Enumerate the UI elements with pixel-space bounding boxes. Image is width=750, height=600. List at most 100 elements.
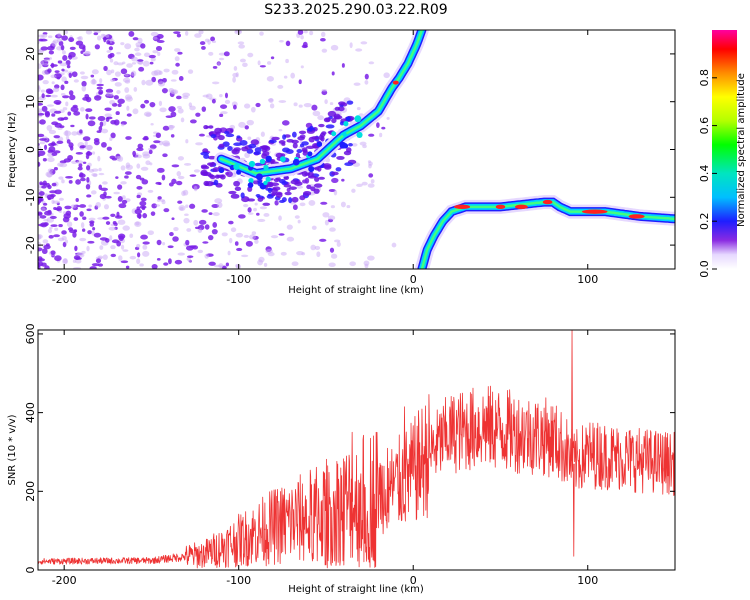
spectrogram-noise-point	[296, 185, 304, 189]
spectrogram-noise-point	[77, 166, 83, 171]
spectrogram-noise-point	[87, 240, 95, 244]
spectrogram-noise-point	[99, 245, 104, 250]
spectrogram-noise-point	[97, 35, 102, 41]
spectrogram-noise-point	[177, 51, 183, 55]
spectrogram-noise-point	[80, 50, 84, 54]
figure-title: S233.2025.290.03.22.R09	[264, 2, 447, 18]
spectrogram-noise-point	[122, 225, 130, 231]
spectrogram-noise-point	[321, 88, 328, 92]
spectrogram-noise-point	[147, 189, 154, 193]
spectrogram-noise-point	[44, 110, 50, 117]
spectrogram-noise-point	[224, 99, 231, 104]
spectrogram-noise-point	[106, 116, 113, 120]
spectrogram-noise-point	[106, 146, 112, 151]
spectrogram-noise-point	[297, 30, 304, 35]
spectrogram-noise-point	[115, 176, 119, 179]
spectrogram-noise-point	[124, 94, 132, 100]
spectrogram-noise-point	[281, 120, 290, 126]
spectrogram-noise-point	[163, 142, 171, 147]
spectrogram-noise-point	[65, 176, 73, 179]
spectrogram-noise-point	[114, 215, 123, 219]
spectrogram-noise-point	[62, 55, 68, 61]
spectrogram-noise-point	[292, 204, 298, 211]
spectrogram-band-blob	[247, 182, 254, 188]
spectrogram-noise-point	[184, 30, 189, 36]
spectrogram-noise-point	[103, 204, 109, 210]
spectrogram-band-point	[281, 197, 287, 203]
spectrogram-band-point	[210, 134, 217, 139]
spectrogram-band-blob	[339, 141, 347, 149]
spectrogram-noise-point	[330, 205, 335, 209]
spectrogram-noise-point	[38, 256, 43, 261]
spectrogram-noise-point	[283, 75, 288, 79]
spectrogram-noise-point	[134, 52, 142, 57]
spectrogram-noise-point	[48, 57, 52, 60]
spectrogram-band-point	[203, 125, 209, 130]
spectrogram-noise-point	[41, 93, 45, 99]
spectrogram-noise-point	[187, 69, 194, 74]
spectrogram-noise-point	[156, 40, 165, 43]
spectrogram-band-point	[207, 155, 217, 160]
spectrogram-noise-point	[139, 263, 144, 267]
spectrogram-noise-point	[140, 166, 149, 171]
colorbar-tick-label: 0.6	[698, 117, 711, 135]
spectrogram-noise-point	[38, 161, 41, 167]
spectrogram-noise-point	[50, 94, 58, 98]
spectrogram-noise-point	[104, 107, 112, 111]
spectrogram-noise-point	[172, 236, 179, 242]
spectrogram-noise-point	[61, 235, 67, 241]
spectrogram-noise-point	[364, 73, 369, 80]
spectrogram-y-tick-label: -20	[24, 236, 37, 254]
spectrogram-noise-point	[147, 147, 155, 151]
spectrogram-noise-point	[86, 150, 91, 156]
spectrogram-band-point	[301, 147, 308, 153]
spectrogram-noise-point	[73, 111, 81, 116]
spectrogram-noise-point	[163, 262, 169, 266]
spectrogram-noise-point	[293, 102, 298, 107]
spectrogram-noise-point	[90, 190, 97, 195]
spectrogram-noise-point	[47, 89, 54, 95]
spectrogram-noise-point	[96, 83, 104, 87]
spectrogram-noise-point	[346, 205, 351, 209]
spectrogram-noise-point	[141, 206, 146, 211]
spectrogram-noise-point	[349, 261, 356, 267]
spectrogram-noise-point	[116, 90, 121, 95]
spectrogram-noise-point	[99, 78, 103, 84]
spectrogram-noise-point	[239, 58, 246, 63]
spectrogram-noise-point	[85, 108, 93, 113]
spectrogram-band-point	[313, 183, 323, 188]
snr-x-ticks: -200 -100 0 100	[52, 330, 598, 587]
spectrogram-noise-point	[84, 144, 93, 150]
spectrogram-noise-point	[185, 204, 189, 208]
spectrogram-noise-point	[316, 251, 321, 258]
spectrogram-noise-point	[309, 30, 314, 36]
spectrogram-noise-point	[156, 258, 161, 261]
spectrogram-noise-point	[245, 240, 253, 247]
spectrogram-scatter	[38, 30, 397, 269]
spectrogram-noise-point	[93, 30, 102, 34]
spectrogram-noise-point	[187, 259, 192, 263]
spectrogram-noise-point	[68, 90, 74, 96]
spectrogram-noise-point	[286, 224, 293, 230]
spectrogram-band-point	[343, 150, 352, 156]
spectrogram-noise-point	[204, 253, 209, 259]
spectrogram-noise-point	[151, 264, 158, 269]
spectrogram-noise-point	[67, 55, 71, 58]
spectrogram-noise-point	[188, 102, 193, 108]
spectrogram-noise-point	[145, 160, 151, 166]
spectrogram-noise-point	[310, 244, 317, 251]
spectrogram-noise-point	[299, 202, 306, 207]
spectrogram-noise-point	[329, 227, 336, 232]
spectrogram-noise-point	[60, 92, 66, 96]
spectrogram-noise-point	[73, 255, 81, 260]
spectrogram-noise-point	[173, 31, 181, 34]
spectrogram-noise-point	[49, 226, 53, 230]
snr-y-label: SNR (10 * v/v)	[7, 414, 18, 485]
spectrogram-noise-point	[38, 133, 45, 138]
spectrogram-noise-point	[117, 103, 122, 108]
spectrogram-noise-point	[109, 136, 113, 141]
spectrogram-noise-point	[98, 91, 103, 95]
spectrogram-noise-point	[174, 56, 180, 62]
spectrogram-noise-point	[243, 234, 250, 238]
